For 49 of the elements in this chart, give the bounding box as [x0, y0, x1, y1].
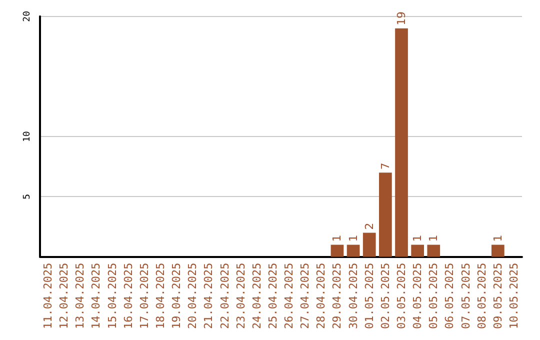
- bar: [330, 244, 344, 257]
- x-tick-label: 20.04.2025: [186, 262, 200, 330]
- x-tick-label: 12.04.2025: [58, 262, 71, 330]
- bar: [362, 232, 376, 257]
- bar: [427, 244, 440, 257]
- data-label: 1: [330, 234, 344, 242]
- data-label: 2: [362, 222, 376, 230]
- x-tick-label: 14.04.2025: [90, 262, 103, 330]
- bar: [379, 172, 392, 257]
- data-label: 1: [411, 234, 424, 242]
- x-tick-label: 11.04.2025: [42, 262, 55, 330]
- x-tick-label: 10.05.2025: [507, 262, 520, 330]
- x-tick-label: 28.04.2025: [314, 262, 328, 330]
- x-tick-label: 09.05.2025: [491, 262, 504, 330]
- x-tick-label: 01.05.2025: [362, 262, 376, 330]
- x-tick-label: 17.04.2025: [138, 262, 151, 330]
- bar: [346, 244, 360, 257]
- data-label: 1: [427, 234, 440, 242]
- x-tick-label: 18.04.2025: [154, 262, 167, 330]
- bar: [395, 28, 408, 257]
- data-label: 7: [378, 162, 392, 170]
- x-tick-label: 25.04.2025: [266, 262, 280, 330]
- x-tick-label: 29.04.2025: [330, 262, 344, 330]
- x-tick-label: 19.04.2025: [170, 262, 184, 330]
- x-tick-label: 13.04.2025: [74, 262, 87, 330]
- x-tick-label: 07.05.2025: [459, 262, 472, 330]
- data-label: 19: [395, 11, 408, 26]
- x-tick-label: 06.05.2025: [443, 262, 456, 330]
- x-tick-label: 05.05.2025: [427, 262, 440, 330]
- y-tick-label: 10: [22, 131, 32, 142]
- x-tick-label: 23.04.2025: [234, 262, 248, 330]
- y-tick-label: 20: [22, 10, 32, 22]
- bar: [491, 244, 504, 257]
- x-tick-label: 22.04.2025: [218, 262, 232, 330]
- x-tick-label: 16.04.2025: [122, 262, 135, 330]
- bar: [411, 244, 424, 257]
- y-tick-label: 5: [22, 194, 32, 200]
- data-label: 1: [346, 234, 360, 242]
- x-tick-label: 15.04.2025: [106, 262, 119, 330]
- x-tick-label: 21.04.2025: [202, 262, 216, 330]
- x-tick-label: 26.04.2025: [282, 262, 296, 330]
- x-tick-label: 04.05.2025: [411, 262, 424, 330]
- x-tick-label: 02.05.2025: [378, 262, 392, 330]
- x-tick-label: 27.04.2025: [298, 262, 312, 330]
- x-tick-label: 08.05.2025: [475, 262, 488, 330]
- x-tick-label: 24.04.2025: [250, 262, 264, 330]
- x-tick-label: 30.04.2025: [346, 262, 360, 330]
- x-tick-label: 03.05.2025: [395, 262, 408, 330]
- data-label: 1: [491, 234, 504, 242]
